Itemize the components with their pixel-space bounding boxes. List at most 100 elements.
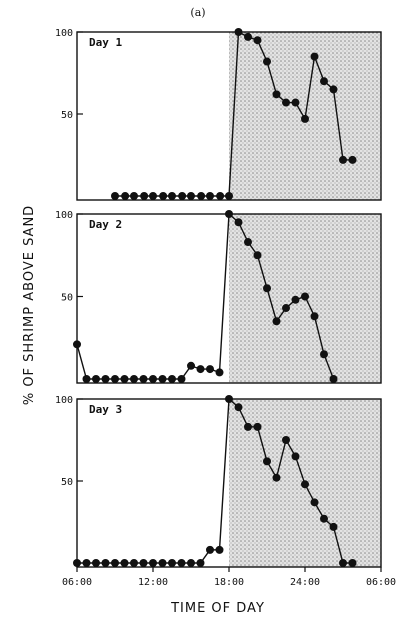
data-point: [111, 192, 119, 200]
data-point: [301, 480, 309, 489]
data-point: [282, 304, 290, 313]
data-point: [234, 403, 243, 412]
data-point: [272, 90, 281, 99]
data-point: [73, 340, 81, 349]
data-point: [206, 365, 214, 374]
data-point: [253, 422, 262, 431]
data-point: [139, 375, 148, 383]
x-tick-label: 06:00: [62, 577, 92, 588]
data-point: [121, 192, 130, 200]
x-axis: 06:00 12:00 18:00 24:00 06:00: [62, 567, 396, 588]
data-point: [177, 559, 186, 567]
data-point: [291, 452, 300, 461]
data-point: [320, 350, 328, 359]
data-point: [187, 361, 195, 370]
data-point: [177, 375, 186, 383]
data-point: [149, 559, 157, 567]
data-point: [329, 522, 338, 531]
data-point: [320, 77, 328, 86]
data-point: [168, 192, 176, 200]
panel-label: Day 2: [89, 218, 122, 231]
data-point: [120, 375, 129, 383]
data-point: [272, 473, 281, 482]
data-point: [158, 375, 167, 383]
series-line: [76, 212, 335, 380]
data-point: [291, 295, 300, 304]
data-point: [82, 559, 91, 567]
data-point: [159, 192, 168, 200]
data-point: [225, 395, 233, 403]
data-point: [120, 559, 129, 567]
data-point: [130, 375, 138, 383]
data-point: [196, 365, 205, 374]
data-point: [73, 559, 81, 567]
data-point: [149, 192, 157, 200]
data-point: [244, 238, 252, 247]
data-point: [101, 559, 110, 567]
y-tick-label: 100: [55, 210, 73, 221]
y-tick-label: 100: [55, 28, 73, 39]
data-point: [310, 312, 319, 321]
data-point: [216, 192, 225, 200]
panel-day-2: 50 100 Day 2: [55, 210, 382, 384]
data-point: [82, 375, 91, 383]
data-point: [282, 98, 290, 107]
data-point: [225, 192, 233, 200]
data-point: [215, 545, 224, 554]
data-point: [206, 192, 214, 200]
x-tick-label: 18:00: [214, 577, 244, 588]
data-point: [92, 559, 100, 567]
data-point: [339, 155, 347, 164]
chart-panels: 50 100 Day 1 50 100 Day 2 50 100 Day 3: [55, 28, 382, 568]
data-point: [263, 284, 271, 293]
data-point: [234, 218, 243, 227]
data-point: [149, 375, 157, 383]
data-point: [339, 559, 347, 567]
data-point: [272, 317, 281, 326]
data-point: [263, 457, 271, 466]
data-point: [187, 192, 195, 200]
data-point: [263, 57, 271, 66]
panel-label: Day 1: [89, 36, 122, 49]
data-point: [140, 192, 149, 200]
data-point: [92, 375, 100, 383]
data-point: [111, 559, 119, 567]
data-point: [310, 498, 319, 507]
panel-day-3: 50 100 Day 3: [55, 395, 382, 568]
x-tick-label: 12:00: [138, 577, 168, 588]
data-point: [158, 559, 167, 567]
data-point: [215, 368, 224, 377]
y-tick-label: 100: [55, 395, 73, 406]
y-tick-label: 50: [61, 477, 73, 488]
y-axis-title: % OF SHRIMP ABOVE SAND: [22, 205, 37, 405]
data-point: [244, 32, 252, 41]
data-point: [168, 559, 176, 567]
data-point: [291, 98, 300, 107]
data-point: [234, 28, 243, 36]
x-tick-label: 06:00: [366, 577, 396, 588]
data-point: [196, 559, 205, 567]
data-point: [197, 192, 206, 200]
data-point: [301, 292, 309, 301]
data-point: [301, 114, 309, 123]
data-point: [329, 85, 338, 94]
data-point: [348, 559, 357, 567]
data-point: [187, 559, 195, 567]
data-point: [225, 210, 233, 218]
x-tick-label: 24:00: [290, 577, 320, 588]
data-point: [253, 36, 262, 45]
data-point: [320, 514, 328, 523]
data-point: [111, 375, 119, 383]
data-point: [139, 559, 148, 567]
y-tick-label: 50: [61, 293, 73, 304]
data-point: [329, 375, 338, 383]
data-point: [130, 192, 138, 200]
data-point: [101, 375, 110, 383]
y-tick-label: 50: [61, 110, 73, 121]
data-point: [206, 545, 214, 554]
data-point: [282, 436, 290, 444]
data-point: [168, 375, 176, 383]
data-point: [310, 52, 319, 61]
data-point: [130, 559, 138, 567]
